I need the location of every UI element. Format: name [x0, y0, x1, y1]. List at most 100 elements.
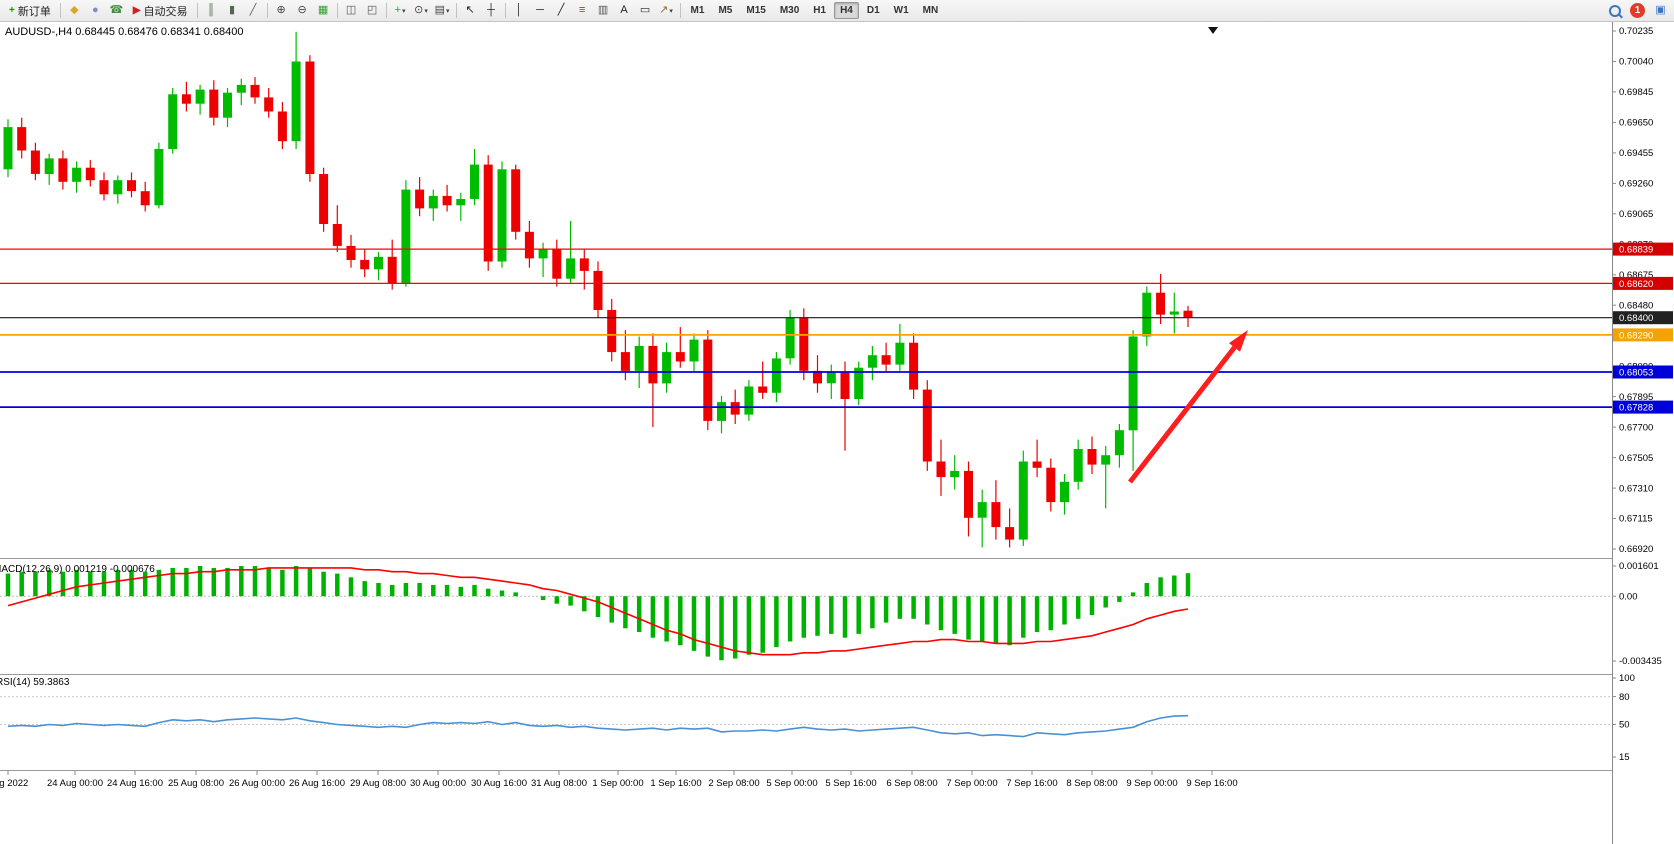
svg-text:0.68620: 0.68620: [1619, 279, 1653, 290]
svg-text:0.67828: 0.67828: [1619, 403, 1653, 414]
caret-down-icon: ▾: [424, 7, 428, 15]
arrange-windows-icon[interactable]: ◰: [363, 2, 382, 20]
templates-icon-glyph: ▤: [434, 4, 445, 16]
vertical-line-icon[interactable]: │: [510, 2, 529, 20]
chart-title: AUDUSD-,H4 0.68445 0.68476 0.68341 0.684…: [5, 26, 244, 38]
chart-shift-marker[interactable]: [1208, 27, 1218, 34]
horizontal-line-icon[interactable]: ─: [531, 2, 550, 20]
symbol-period-ohlc-label: AUDUSD-,H4 0.68445 0.68476 0.68341 0.684…: [5, 26, 244, 38]
label-icon[interactable]: ▭: [636, 2, 655, 20]
trendline-icon[interactable]: ╱: [552, 2, 571, 20]
tile-windows-icon[interactable]: ◫: [342, 2, 361, 20]
crosshair-icon[interactable]: ┼: [482, 2, 501, 20]
market-icon[interactable]: ◆: [65, 2, 84, 20]
text-icon-glyph: A: [620, 4, 628, 16]
community-icon[interactable]: ●: [86, 2, 105, 20]
price-tick: 0.70040: [1619, 57, 1653, 68]
shapes-icon-glyph: ▥: [597, 4, 609, 16]
price-tick: 0.69650: [1619, 118, 1653, 129]
line-chart-mode-icon-glyph: ╱: [249, 4, 257, 16]
time-label: 2 Sep 08:00: [708, 778, 759, 789]
chart-area[interactable]: 0.70235 0.70040 0.69845 0.69650 0.69455 0.692…: [0, 22, 1674, 844]
zoom-in-icon-glyph: ⊕: [276, 4, 286, 16]
tile-windows-icon-glyph: ◫: [345, 4, 357, 16]
time-label: 30 Aug 00:00: [410, 778, 466, 789]
time-label: 5 Sep 00:00: [766, 778, 817, 789]
trendline-icon-glyph: ╱: [557, 4, 565, 16]
grid-icon[interactable]: ▦: [314, 2, 333, 20]
timeframe-button-m1[interactable]: M1: [690, 5, 705, 16]
autotrading-button[interactable]: ▶ 自动交易: [128, 2, 193, 20]
zoom-in-icon[interactable]: ⊕: [272, 2, 291, 20]
svg-text:0.68839: 0.68839: [1619, 245, 1653, 256]
time-label: 7 Sep 00:00: [946, 778, 997, 789]
toolbar-separator: [504, 3, 506, 18]
trend-arrow[interactable]: [1128, 330, 1248, 484]
price-tick: 0.67310: [1619, 483, 1653, 494]
arrows-icon[interactable]: ↗ ▾: [657, 2, 676, 20]
search-icon[interactable]: [1605, 2, 1624, 20]
timeframe-button-w1[interactable]: W1: [893, 5, 909, 16]
new-order-button[interactable]: + 新订单: [4, 2, 56, 20]
toolbar: + 新订单 ◆ ● ☎ ▶ 自动交易 ║ ▮ ╱ ⊕ ⊖ ▦ ◫ ◰ + ▾ ⊙ ▾ ▤ ▾ ↖ ┼ │ ─ ╱ ≡ ▥ A ▭ ↗ ▾ M1 M…: [0, 0, 1674, 22]
chart-background: [0, 22, 1674, 844]
timeframe-button-mn[interactable]: MN: [922, 5, 939, 16]
time-label: Aug 2022: [0, 778, 28, 789]
price-scale[interactable]: 0.70235 0.70040 0.69845 0.69650 0.69455 0.692…: [1612, 22, 1674, 844]
macd-indicator: [0, 566, 1612, 661]
price-tick: 0.66920: [1619, 544, 1653, 555]
rsi-tick: 80: [1619, 692, 1630, 703]
horizontal-line-icon-glyph: ─: [536, 4, 544, 16]
periods-icon-glyph: ⊙: [414, 4, 424, 16]
time-label: 1 Sep 00:00: [592, 778, 643, 789]
price-tick: 0.68675: [1619, 270, 1653, 281]
bar-chart-mode-icon[interactable]: ║: [202, 2, 221, 20]
time-label: 30 Aug 16:00: [471, 778, 527, 789]
periods-icon[interactable]: ⊙ ▾: [412, 2, 431, 20]
chat-icon-glyph: ▣: [1655, 4, 1666, 16]
price-tick: 0.67505: [1619, 453, 1653, 464]
cursor-icon[interactable]: ↖: [461, 2, 480, 20]
macd-tick: 0.001601: [1619, 561, 1659, 572]
indicators-icon-glyph: +: [394, 4, 401, 16]
time-label: 25 Aug 08:00: [168, 778, 224, 789]
crosshair-icon-glyph: ┼: [487, 4, 495, 16]
caret-down-icon: ▾: [402, 7, 406, 15]
macd-tick: -0.003435: [1619, 656, 1662, 667]
price-lines: [0, 248, 1612, 409]
price-tick: 0.68480: [1619, 300, 1653, 311]
svg-text:0.68290: 0.68290: [1619, 330, 1653, 341]
zoom-out-icon[interactable]: ⊖: [293, 2, 312, 20]
line-chart-mode-icon[interactable]: ╱: [244, 2, 263, 20]
text-icon[interactable]: A: [615, 2, 634, 20]
notifications-badge[interactable]: 1: [1630, 3, 1645, 18]
chart-canvas[interactable]: 0.70235 0.70040 0.69845 0.69650 0.69455 0.692…: [0, 22, 1674, 844]
fibonacci-icon-glyph: ≡: [578, 4, 586, 16]
macd-tick: 0.00: [1619, 591, 1638, 602]
autotrading-button-label: 自动交易: [143, 5, 188, 18]
price-badge-0.68839: 0.68839: [1613, 242, 1673, 256]
svg-text:0.68400: 0.68400: [1619, 313, 1653, 324]
time-label: 9 Sep 16:00: [1186, 778, 1237, 789]
community-icon-glyph: ●: [92, 4, 99, 16]
timeframe-button-d1[interactable]: D1: [866, 5, 880, 16]
time-axis[interactable]: Aug 2022 24 Aug 00:00 24 Aug 16:00 25 Aug 0…: [0, 770, 1238, 790]
candlestick-mode-icon-glyph: ▮: [229, 4, 236, 16]
candlestick-mode-icon[interactable]: ▮: [223, 2, 242, 20]
chat-icon[interactable]: ▣: [1651, 2, 1670, 20]
price-badge-0.68053: 0.68053: [1613, 365, 1673, 379]
shapes-icon[interactable]: ▥: [594, 2, 613, 20]
timeframe-button-m5[interactable]: M5: [718, 5, 733, 16]
price-tick: 0.69260: [1619, 179, 1653, 190]
price-tick: 0.67895: [1619, 392, 1653, 403]
timeframe-button-m30[interactable]: M30: [779, 5, 800, 16]
rsi-tick: 100: [1619, 673, 1635, 684]
fibonacci-icon[interactable]: ≡: [573, 2, 592, 20]
timeframe-button-h1[interactable]: H1: [813, 5, 827, 16]
indicators-icon[interactable]: + ▾: [391, 2, 410, 20]
templates-icon[interactable]: ▤ ▾: [433, 2, 452, 20]
timeframe-button-m15[interactable]: M15: [746, 5, 766, 16]
price-tick: 0.70235: [1619, 26, 1653, 37]
timeframe-button-h4[interactable]: H4: [834, 2, 859, 19]
support-icon[interactable]: ☎: [107, 2, 126, 20]
